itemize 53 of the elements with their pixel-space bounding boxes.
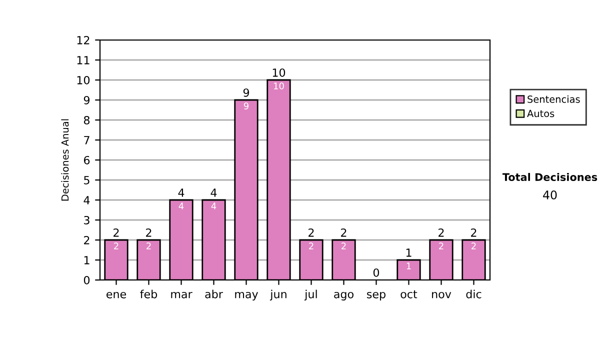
y-tick-label: 10 bbox=[77, 76, 90, 84]
y-axis-title: Decisiones Anual bbox=[61, 119, 69, 201]
x-tick-label: ago bbox=[334, 292, 354, 300]
total-label: 2 bbox=[341, 228, 346, 237]
data-label: 10 bbox=[274, 82, 284, 90]
x-tick-label: jul bbox=[304, 290, 317, 300]
total-label: 2 bbox=[308, 228, 314, 237]
y-tick-label: 2 bbox=[84, 236, 90, 244]
x-tick-label: dic bbox=[466, 290, 482, 298]
y-tick-label: 6 bbox=[84, 156, 90, 164]
x-tick-label: sep bbox=[367, 292, 386, 300]
x-tick-label: abr bbox=[205, 290, 223, 298]
y-tick-label: 3 bbox=[84, 216, 90, 224]
y-tick-label: 0 bbox=[84, 276, 90, 284]
data-label: 4 bbox=[211, 202, 216, 210]
x-tick-label: feb bbox=[140, 290, 158, 298]
data-label: 2 bbox=[439, 242, 444, 250]
data-label: 2 bbox=[309, 242, 314, 250]
x-tick-label: oct bbox=[400, 290, 418, 298]
y-tick-label: 12 bbox=[77, 36, 90, 44]
y-tick-label: 4 bbox=[84, 196, 90, 204]
y-tick-label: 9 bbox=[84, 96, 90, 104]
total-label: 2 bbox=[146, 228, 152, 237]
data-label: 2 bbox=[472, 242, 476, 250]
y-tick-label: 11 bbox=[77, 56, 90, 64]
y-tick-label: 8 bbox=[84, 116, 90, 124]
x-tick-label: mar bbox=[171, 292, 192, 298]
text: 40 bbox=[543, 190, 557, 200]
x-tick-label: jun bbox=[270, 290, 286, 300]
total-label: 4 bbox=[210, 188, 217, 197]
data-label: 4 bbox=[178, 202, 184, 210]
y-tick-label: 7 bbox=[84, 136, 90, 144]
total-label: 4 bbox=[178, 188, 184, 197]
data-label: 9 bbox=[244, 102, 248, 110]
data-label: 2 bbox=[342, 242, 346, 250]
data-label: 1 bbox=[406, 262, 411, 270]
x-tick-label: ene bbox=[106, 292, 126, 298]
data-label: 2 bbox=[146, 242, 151, 250]
legend-label: Autos bbox=[527, 110, 554, 118]
total-label: 9 bbox=[243, 88, 250, 97]
total-label: 2 bbox=[438, 228, 444, 237]
total-label: 2 bbox=[471, 228, 476, 237]
x-tick-label: may bbox=[235, 292, 258, 300]
y-tick-label: 5 bbox=[84, 176, 90, 184]
text: Total Decisiones bbox=[502, 172, 598, 182]
total-label: 2 bbox=[114, 228, 119, 237]
total-label: 10 bbox=[272, 68, 286, 77]
total-label: 1 bbox=[406, 248, 412, 257]
x-tick-label: nov bbox=[432, 292, 452, 298]
y-tick-label: 1 bbox=[84, 256, 90, 264]
data-label: 2 bbox=[114, 242, 118, 250]
total-label: 0 bbox=[373, 268, 380, 277]
legend-label: Sentencias bbox=[528, 95, 580, 103]
